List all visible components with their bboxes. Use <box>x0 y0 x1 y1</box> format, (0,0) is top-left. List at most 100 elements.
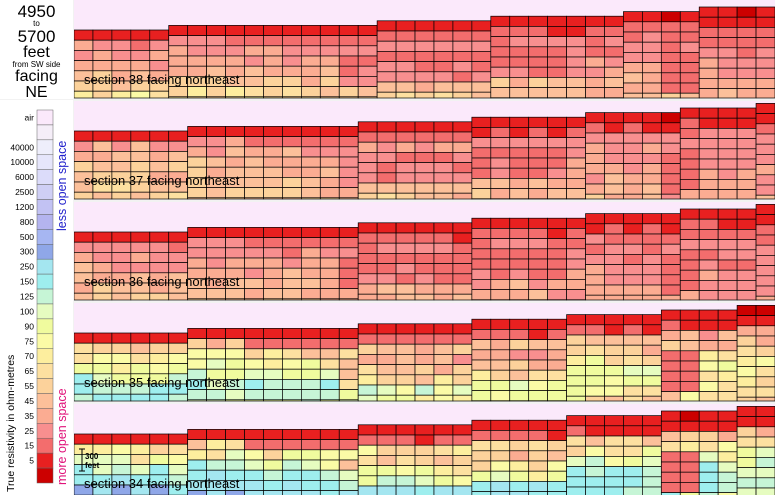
resistivity-cell <box>642 193 662 200</box>
resistivity-cell <box>74 191 94 200</box>
resistivity-cell <box>528 116 548 128</box>
resistivity-cell <box>660 492 681 495</box>
resistivity-cell <box>642 31 662 43</box>
resistivity-cell <box>736 366 757 378</box>
resistivity-cell <box>225 439 245 451</box>
resistivity-cell <box>433 444 454 456</box>
resistivity-cell <box>395 30 416 42</box>
resistivity-cell <box>168 35 189 47</box>
resistivity-cell <box>111 454 132 465</box>
legend-level-label: 55 <box>25 381 35 391</box>
resistivity-cell <box>301 76 321 87</box>
to-word: to <box>33 19 40 28</box>
resistivity-cell <box>642 243 662 255</box>
resistivity-cell <box>717 239 738 251</box>
resistivity-cell <box>244 136 264 148</box>
resistivity-cell <box>225 429 245 440</box>
resistivity-cell <box>244 469 264 481</box>
resistivity-cell <box>111 60 132 72</box>
resistivity-cell <box>566 365 586 377</box>
resistivity-cell <box>187 237 207 249</box>
resistivity-cell <box>206 156 226 168</box>
resistivity-cell <box>755 103 775 114</box>
resistivity-cell <box>642 41 662 53</box>
resistivity-cell <box>660 183 681 195</box>
legend-swatch <box>36 229 54 245</box>
resistivity-cell <box>225 146 245 158</box>
resistivity-cell <box>471 81 492 93</box>
resistivity-cell <box>604 142 624 154</box>
resistivity-cell <box>206 136 226 148</box>
resistivity-cell <box>490 380 511 391</box>
resistivity-cell <box>604 87 624 99</box>
resistivity-cell <box>244 76 264 87</box>
resistivity-cell <box>149 151 170 162</box>
resistivity-cell <box>623 486 643 495</box>
resistivity-cell <box>471 460 492 472</box>
resistivity-cell <box>244 379 264 390</box>
resistivity-cell <box>319 480 340 491</box>
resistivity-cell <box>623 142 643 154</box>
resistivity-cell <box>547 248 567 260</box>
resistivity-cell <box>244 288 264 300</box>
resistivity-cell <box>755 487 775 495</box>
resistivity-cell <box>509 77 530 88</box>
resistivity-cell <box>111 151 132 162</box>
resistivity-cell <box>528 268 548 280</box>
resistivity-cell <box>698 441 719 453</box>
resistivity-cell <box>168 252 189 263</box>
resistivity-cell <box>623 425 643 437</box>
resistivity-cell <box>263 278 283 289</box>
resistivity-cell <box>395 323 416 335</box>
resistivity-cell <box>376 253 397 264</box>
resistivity-cell <box>547 66 567 78</box>
resistivity-cell <box>395 81 416 93</box>
resistivity-cell <box>452 253 473 264</box>
resistivity-cell <box>528 318 548 330</box>
resistivity-cell <box>376 273 397 285</box>
resistivity-cell <box>490 369 511 381</box>
resistivity-cell <box>319 136 340 148</box>
resistivity-cell <box>206 449 226 461</box>
resistivity-cell <box>187 399 207 402</box>
resistivity-cell <box>642 52 662 63</box>
resistivity-cell <box>679 62 700 74</box>
resistivity-cell <box>206 338 226 350</box>
resistivity-cell <box>244 257 264 269</box>
resistivity-cell <box>604 223 624 235</box>
resistivity-cell <box>92 29 113 41</box>
resistivity-cell <box>395 222 416 234</box>
resistivity-cell <box>225 490 245 495</box>
resistivity-cell <box>319 86 340 98</box>
resistivity-cell <box>509 66 530 78</box>
resistivity-cell <box>338 480 359 491</box>
resistivity-cell <box>717 391 738 402</box>
resistivity-cell <box>92 39 113 51</box>
resistivity-cell <box>509 349 530 361</box>
resistivity-cell <box>604 486 624 495</box>
legend-swatch <box>36 363 54 379</box>
resistivity-cell <box>414 444 435 456</box>
resistivity-cell <box>547 279 567 290</box>
resistivity-cell <box>471 450 492 462</box>
resistivity-cell <box>206 429 226 440</box>
resistivity-cell <box>566 279 586 290</box>
resistivity-cell <box>376 20 397 32</box>
resistivity-cell <box>301 439 321 451</box>
resistivity-cell <box>130 130 151 142</box>
resistivity-cell <box>490 157 511 169</box>
resistivity-cell <box>585 385 605 397</box>
resistivity-cell <box>168 45 189 57</box>
resistivity-cell <box>490 339 511 351</box>
resistivity-cell <box>282 267 302 279</box>
resistivity-cell <box>395 232 416 244</box>
resistivity-cell <box>433 434 454 446</box>
resistivity-cell <box>244 156 264 168</box>
resistivity-cell <box>414 394 435 402</box>
resistivity-cell <box>414 232 435 244</box>
resistivity-cell <box>111 241 132 253</box>
resistivity-cell <box>604 183 624 195</box>
resistivity-cell <box>623 132 643 144</box>
resistivity-cell <box>149 29 170 41</box>
resistivity-cell <box>604 243 624 255</box>
